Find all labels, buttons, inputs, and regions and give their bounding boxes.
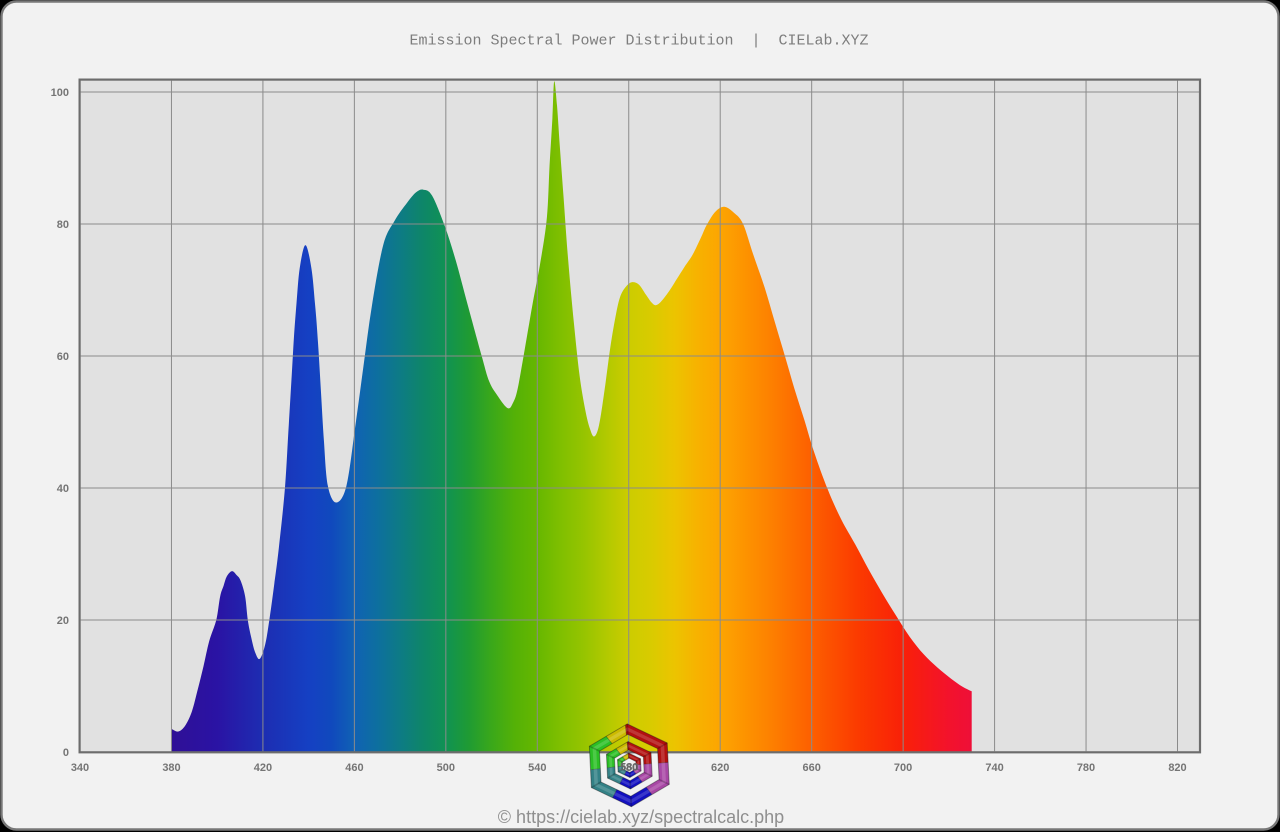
svg-text:0: 0 — [63, 747, 69, 759]
svg-text:340: 340 — [71, 762, 89, 774]
svg-text:100: 100 — [51, 87, 69, 99]
svg-text:660: 660 — [803, 762, 821, 774]
svg-text:60: 60 — [57, 351, 69, 363]
svg-text:820: 820 — [1168, 762, 1186, 774]
svg-text:540: 540 — [528, 762, 546, 774]
svg-text:740: 740 — [985, 762, 1003, 774]
svg-text:700: 700 — [894, 762, 912, 774]
svg-text:620: 620 — [711, 762, 729, 774]
svg-text:40: 40 — [57, 483, 69, 495]
svg-text:80: 80 — [57, 219, 69, 231]
svg-text:500: 500 — [437, 762, 455, 774]
svg-text:380: 380 — [162, 762, 180, 774]
svg-text:420: 420 — [254, 762, 272, 774]
svg-text:460: 460 — [345, 762, 363, 774]
svg-text:580: 580 — [620, 762, 638, 774]
svg-text:20: 20 — [57, 615, 69, 627]
svg-text:Emission Spectral Power Distri: Emission Spectral Power Distribution | C… — [409, 33, 868, 50]
svg-text:© https://cielab.xyz/spectralc: © https://cielab.xyz/spectralcalc.php — [498, 807, 784, 827]
svg-text:780: 780 — [1077, 762, 1095, 774]
